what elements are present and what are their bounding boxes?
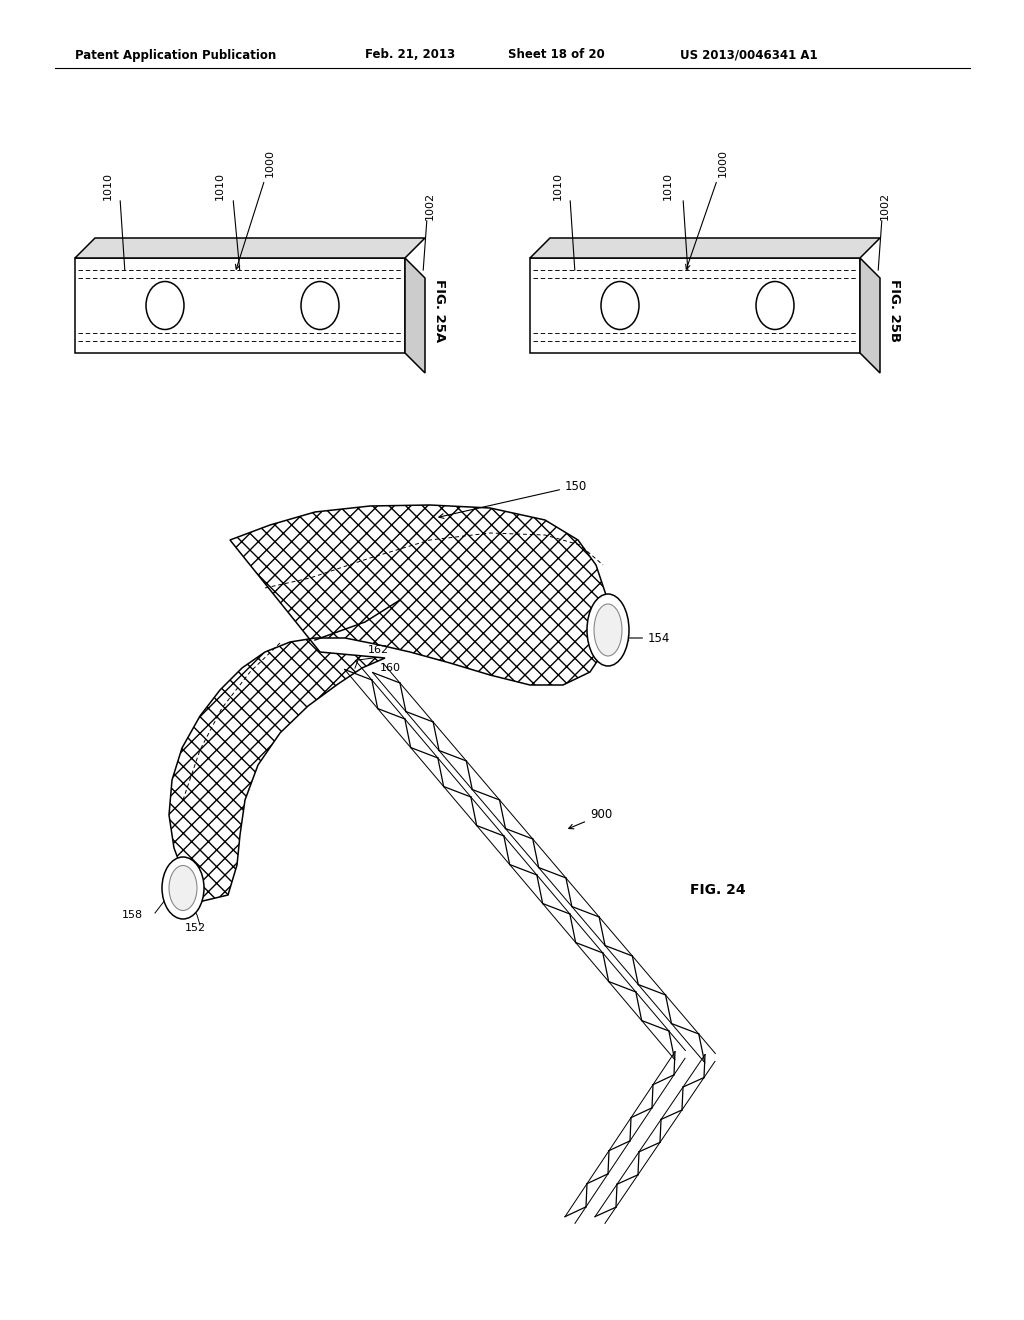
Polygon shape — [75, 238, 425, 257]
Text: US 2013/0046341 A1: US 2013/0046341 A1 — [680, 49, 817, 62]
Text: 1010: 1010 — [663, 172, 673, 201]
Ellipse shape — [756, 281, 794, 330]
Ellipse shape — [301, 281, 339, 330]
Text: Feb. 21, 2013: Feb. 21, 2013 — [365, 49, 455, 62]
Text: 1002: 1002 — [880, 191, 890, 220]
Text: 1002: 1002 — [425, 191, 435, 220]
Text: 1000: 1000 — [686, 149, 728, 269]
Text: Patent Application Publication: Patent Application Publication — [75, 49, 276, 62]
Text: FIG. 24: FIG. 24 — [690, 883, 745, 898]
Text: 152: 152 — [185, 923, 206, 933]
Text: 1010: 1010 — [553, 172, 563, 201]
Text: FIG. 25B: FIG. 25B — [888, 279, 901, 342]
Bar — [530, 257, 860, 352]
Ellipse shape — [169, 866, 197, 911]
Text: 154: 154 — [624, 631, 671, 644]
Text: 150: 150 — [439, 479, 587, 519]
Polygon shape — [530, 238, 880, 257]
Text: FIG. 25A: FIG. 25A — [433, 279, 446, 342]
Polygon shape — [860, 257, 880, 374]
Polygon shape — [406, 257, 425, 374]
Ellipse shape — [601, 281, 639, 330]
Ellipse shape — [162, 857, 204, 919]
Bar — [75, 257, 406, 352]
Ellipse shape — [146, 281, 184, 330]
Text: 158: 158 — [122, 909, 143, 920]
Text: 1010: 1010 — [215, 172, 225, 201]
Text: Sheet 18 of 20: Sheet 18 of 20 — [508, 49, 605, 62]
Text: 1010: 1010 — [103, 172, 113, 201]
Ellipse shape — [594, 605, 622, 656]
Text: 160: 160 — [380, 663, 401, 673]
Polygon shape — [169, 506, 610, 906]
Text: 1000: 1000 — [236, 149, 275, 269]
Text: 900: 900 — [568, 808, 612, 829]
Text: 162: 162 — [368, 645, 389, 655]
Ellipse shape — [587, 594, 629, 667]
